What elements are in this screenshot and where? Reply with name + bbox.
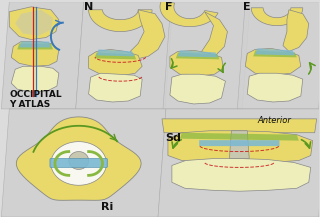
Text: Sd: Sd xyxy=(165,133,181,143)
Polygon shape xyxy=(245,48,301,75)
Polygon shape xyxy=(237,2,320,109)
Polygon shape xyxy=(76,2,173,109)
Polygon shape xyxy=(170,74,226,104)
Polygon shape xyxy=(158,109,320,217)
Polygon shape xyxy=(170,50,223,76)
Polygon shape xyxy=(202,12,228,59)
Polygon shape xyxy=(180,133,299,141)
Polygon shape xyxy=(130,10,165,59)
Text: Anterior: Anterior xyxy=(257,116,291,125)
Polygon shape xyxy=(97,49,134,56)
Polygon shape xyxy=(162,119,317,133)
Polygon shape xyxy=(89,10,152,32)
Polygon shape xyxy=(11,41,59,66)
FancyBboxPatch shape xyxy=(199,140,279,146)
Text: Ri: Ri xyxy=(100,202,113,212)
Polygon shape xyxy=(17,43,53,49)
Polygon shape xyxy=(160,1,218,27)
Polygon shape xyxy=(255,48,295,55)
Polygon shape xyxy=(163,2,250,109)
FancyBboxPatch shape xyxy=(50,158,108,168)
Polygon shape xyxy=(1,2,84,109)
Polygon shape xyxy=(247,73,303,102)
Text: N: N xyxy=(84,2,93,12)
Polygon shape xyxy=(1,109,166,217)
Polygon shape xyxy=(172,158,311,191)
Polygon shape xyxy=(229,131,249,158)
Polygon shape xyxy=(51,142,107,185)
Text: OCCIPITAL
Y ATLAS: OCCIPITAL Y ATLAS xyxy=(9,90,62,109)
Polygon shape xyxy=(251,8,303,26)
Polygon shape xyxy=(94,53,136,59)
Polygon shape xyxy=(89,73,142,102)
Polygon shape xyxy=(253,50,297,57)
Polygon shape xyxy=(15,10,53,36)
Polygon shape xyxy=(11,66,59,92)
Polygon shape xyxy=(69,151,89,169)
Polygon shape xyxy=(19,41,51,48)
Polygon shape xyxy=(283,10,309,51)
Polygon shape xyxy=(9,7,59,39)
Polygon shape xyxy=(16,117,141,200)
Polygon shape xyxy=(178,50,218,57)
Polygon shape xyxy=(89,49,142,76)
Polygon shape xyxy=(176,53,220,59)
Text: F: F xyxy=(165,2,172,12)
Polygon shape xyxy=(168,131,313,163)
Text: E: E xyxy=(243,2,251,12)
